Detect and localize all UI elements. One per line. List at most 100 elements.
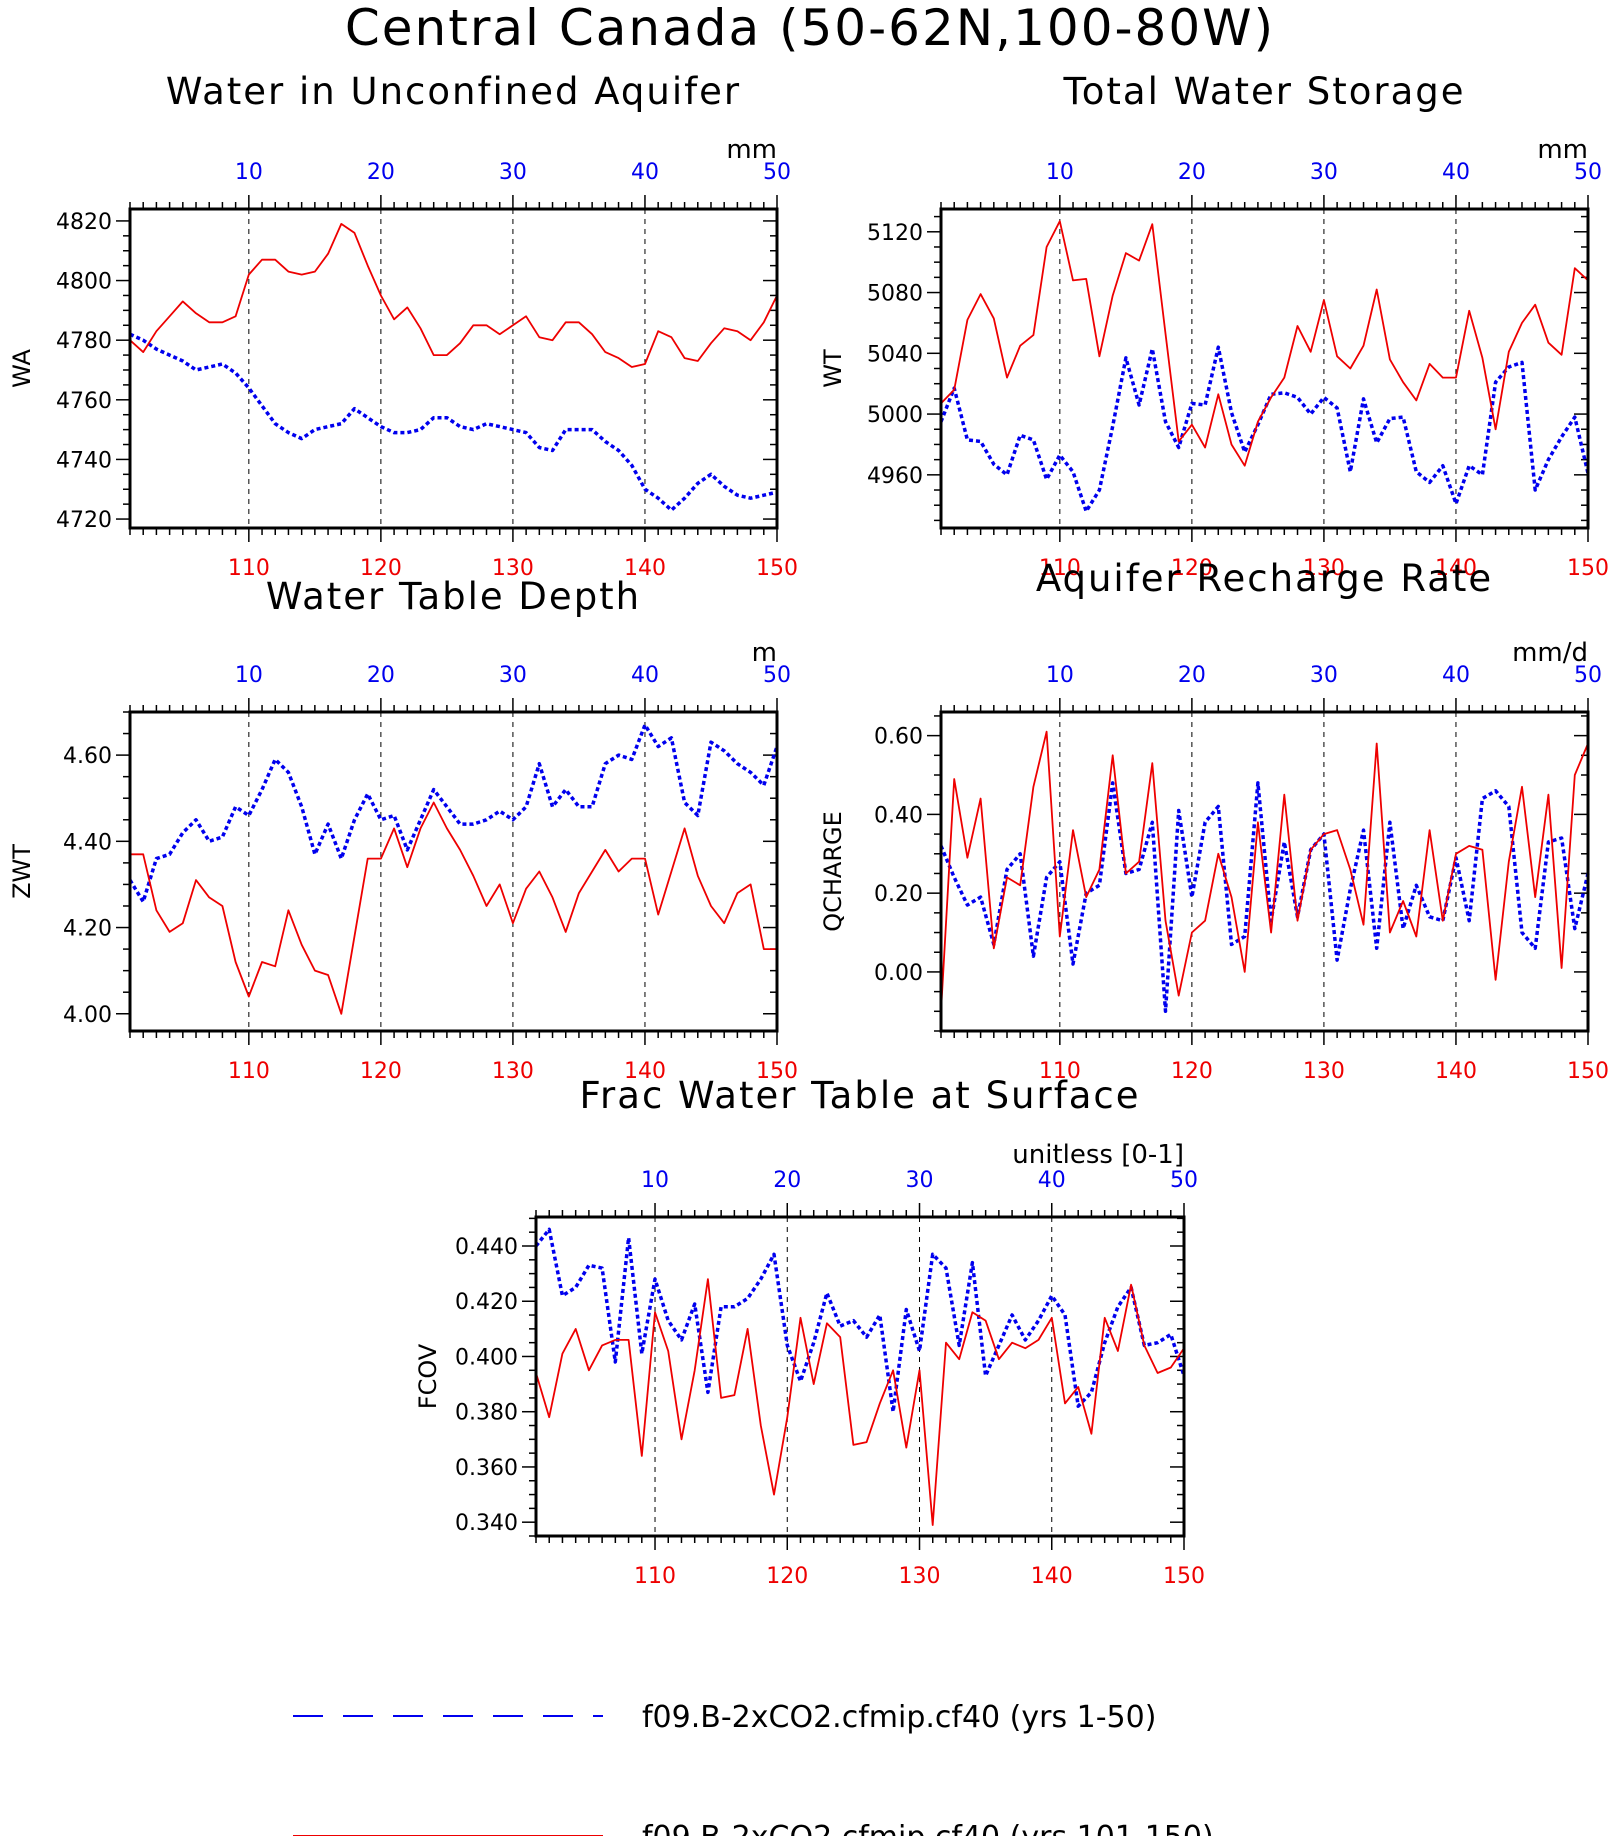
y-tick-label: 0.40 bbox=[874, 803, 923, 828]
bottom-tick-label: 140 bbox=[1435, 556, 1477, 581]
bottom-tick-label: 130 bbox=[1303, 556, 1345, 581]
bottom-tick-label: 140 bbox=[1435, 1059, 1477, 1084]
bottom-tick-label: 120 bbox=[1171, 556, 1213, 581]
series-line-yrs-1-50 bbox=[939, 345, 1590, 514]
panel-title: Aquifer Recharge Rate bbox=[1036, 557, 1493, 600]
top-tick-label: 40 bbox=[1442, 663, 1470, 688]
series-line-yrs-101-150 bbox=[940, 220, 1589, 467]
bottom-tick-label: 110 bbox=[228, 1059, 270, 1084]
top-tick-label: 20 bbox=[1178, 160, 1206, 185]
top-tick-label: 10 bbox=[641, 1168, 669, 1193]
y-axis-label: FCOV bbox=[414, 1343, 442, 1409]
y-tick-label: 4720 bbox=[56, 508, 112, 533]
y-tick-label: 4760 bbox=[56, 389, 112, 414]
series-line-yrs-101-150 bbox=[129, 222, 778, 368]
bottom-tick-label: 130 bbox=[492, 556, 534, 581]
y-tick-label: 4.00 bbox=[63, 1003, 112, 1028]
panel-title: Total Water Storage bbox=[1062, 70, 1465, 113]
unit-label: mm bbox=[1537, 135, 1588, 165]
bottom-tick-label: 140 bbox=[1031, 1564, 1073, 1589]
y-tick-label: 0.400 bbox=[455, 1345, 518, 1370]
panel-title: Water in Unconfined Aquifer bbox=[166, 70, 741, 113]
y-axis-label: WA bbox=[8, 349, 36, 388]
bottom-tick-label: 150 bbox=[756, 556, 798, 581]
series-line-yrs-101-150 bbox=[130, 801, 777, 1015]
plot-frame bbox=[939, 207, 1590, 530]
page-title: Central Canada (50-62N,100-80W) bbox=[345, 0, 1275, 57]
bottom-tick-label: 150 bbox=[1163, 1564, 1205, 1589]
top-tick-label: 30 bbox=[1310, 663, 1338, 688]
panel-title: Frac Water Table at Surface bbox=[579, 1074, 1140, 1117]
top-tick-label: 50 bbox=[1574, 160, 1602, 185]
bottom-tick-label: 150 bbox=[1567, 556, 1609, 581]
bottom-tick-label: 130 bbox=[492, 1059, 534, 1084]
series-line-yrs-1-50 bbox=[129, 332, 778, 512]
y-tick-label: 0.420 bbox=[455, 1290, 518, 1315]
plot-frame bbox=[939, 710, 1590, 1033]
unit-label: mm/d bbox=[1512, 638, 1588, 668]
plot-frame bbox=[128, 207, 779, 530]
y-tick-label: 4740 bbox=[56, 448, 112, 473]
y-tick-label: 4960 bbox=[867, 464, 923, 489]
y-tick-label: 0.340 bbox=[455, 1511, 518, 1536]
y-tick-label: 0.20 bbox=[874, 882, 923, 907]
y-tick-label: 4.60 bbox=[63, 744, 112, 769]
top-tick-label: 10 bbox=[235, 663, 263, 688]
plot-frame bbox=[534, 1215, 1186, 1538]
legend-label: f09.B-2xCO2.cfmip.cf40 (yrs 1-50) bbox=[642, 1700, 1156, 1735]
bottom-tick-label: 140 bbox=[624, 1059, 666, 1084]
top-tick-label: 30 bbox=[499, 663, 527, 688]
panel-3: Water Table Depth m ZWT 10 20 30 40 50 110 120 130… bbox=[8, 575, 798, 1084]
y-tick-label: 5120 bbox=[867, 221, 923, 246]
top-tick-label: 30 bbox=[906, 1168, 934, 1193]
bottom-tick-label: 120 bbox=[360, 556, 402, 581]
bottom-tick-label: 110 bbox=[634, 1564, 676, 1589]
bottom-tick-label: 120 bbox=[1171, 1059, 1213, 1084]
bottom-tick-label: 120 bbox=[766, 1564, 808, 1589]
y-tick-label: 0.00 bbox=[874, 961, 923, 986]
unit-label: mm bbox=[726, 135, 777, 165]
y-tick-label: 4780 bbox=[56, 329, 112, 354]
bottom-tick-label: 130 bbox=[1303, 1059, 1345, 1084]
series-line-yrs-1-50 bbox=[534, 1227, 1186, 1414]
panels: Water in Unconfined Aquifer mm WA 10 20 30 40 5… bbox=[8, 70, 1609, 1589]
bottom-tick-label: 130 bbox=[899, 1564, 941, 1589]
top-tick-label: 20 bbox=[367, 663, 395, 688]
y-tick-label: 5080 bbox=[867, 282, 923, 307]
y-tick-label: 5040 bbox=[867, 342, 923, 367]
top-tick-label: 10 bbox=[1046, 663, 1074, 688]
top-tick-label: 50 bbox=[1170, 1168, 1198, 1193]
top-tick-label: 30 bbox=[499, 160, 527, 185]
bottom-tick-label: 150 bbox=[1567, 1059, 1609, 1084]
top-tick-label: 20 bbox=[1178, 663, 1206, 688]
y-tick-label: 5000 bbox=[867, 403, 923, 428]
y-axis-label: QCHARGE bbox=[819, 811, 847, 932]
top-tick-label: 50 bbox=[1574, 663, 1602, 688]
panel-1: Water in Unconfined Aquifer mm WA 10 20 30 40 5… bbox=[8, 70, 798, 581]
series-line-yrs-1-50 bbox=[128, 723, 779, 904]
top-tick-label: 50 bbox=[763, 663, 791, 688]
series-line-yrs-1-50 bbox=[939, 781, 1590, 1014]
top-tick-label: 40 bbox=[1038, 1168, 1066, 1193]
top-tick-label: 20 bbox=[367, 160, 395, 185]
legend-label: f09.B-2xCO2.cfmip.cf40 (yrs 101-150) bbox=[642, 1820, 1214, 1836]
bottom-tick-label: 150 bbox=[756, 1059, 798, 1084]
plot-frame bbox=[128, 710, 779, 1033]
panel-title: Water Table Depth bbox=[266, 575, 641, 618]
top-tick-label: 20 bbox=[773, 1168, 801, 1193]
y-axis-label: ZWT bbox=[8, 844, 36, 899]
bottom-tick-label: 140 bbox=[624, 556, 666, 581]
top-tick-label: 40 bbox=[1442, 160, 1470, 185]
top-tick-label: 40 bbox=[631, 160, 659, 185]
bottom-tick-label: 110 bbox=[1039, 1059, 1081, 1084]
legend: f09.B-2xCO2.cfmip.cf40 (yrs 1-50) f09.B-2… bbox=[293, 1700, 1214, 1836]
y-tick-label: 0.440 bbox=[455, 1235, 518, 1260]
y-tick-label: 4.40 bbox=[63, 830, 112, 855]
y-tick-label: 0.360 bbox=[455, 1456, 518, 1481]
y-axis-label: WT bbox=[819, 349, 847, 388]
unit-label: m bbox=[752, 638, 777, 668]
top-tick-label: 40 bbox=[631, 663, 659, 688]
panel-5: Frac Water Table at Surface unitless [0-1… bbox=[414, 1074, 1205, 1589]
bottom-tick-label: 110 bbox=[1039, 556, 1081, 581]
